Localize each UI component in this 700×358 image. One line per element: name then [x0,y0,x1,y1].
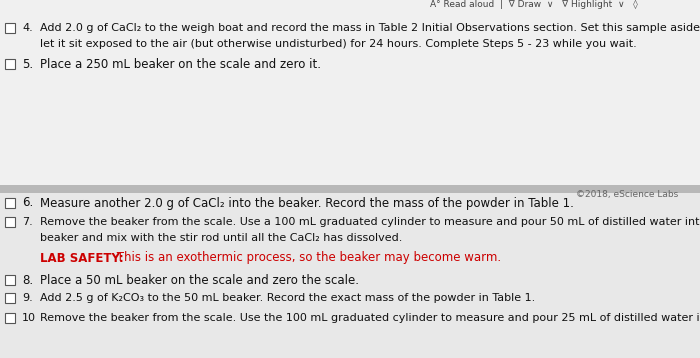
Bar [5,313,15,323]
Bar [5,275,15,285]
Bar [0,185,700,193]
Text: Remove the beaker from the scale. Use a 100 mL graduated cylinder to measure and: Remove the beaker from the scale. Use a … [40,217,700,227]
Bar [5,293,15,303]
Text: Remove the beaker from the scale. Use the 100 mL graduated cylinder to measure a: Remove the beaker from the scale. Use th… [40,313,700,323]
Text: Measure another 2.0 g of CaCl₂ into the beaker. Record the mass of the powder in: Measure another 2.0 g of CaCl₂ into the … [40,197,574,209]
Bar [5,59,15,69]
Text: Add 2.0 g of CaCl₂ to the weigh boat and record the mass in Table 2 Initial Obse: Add 2.0 g of CaCl₂ to the weigh boat and… [40,23,700,33]
Text: Place a 50 mL beaker on the scale and zero the scale.: Place a 50 mL beaker on the scale and ze… [40,274,359,286]
Text: beaker and mix with the stir rod until all the CaCl₂ has dissolved.: beaker and mix with the stir rod until a… [40,233,402,243]
Bar [5,23,15,33]
Bar [0,190,700,358]
Bar [0,0,700,188]
Bar [5,198,15,208]
Text: This is an exothermic process, so the beaker may become warm.: This is an exothermic process, so the be… [113,252,501,265]
Text: 4.: 4. [22,23,33,33]
Text: 8.: 8. [22,274,33,286]
Text: let it sit exposed to the air (but otherwise undisturbed) for 24 hours. Complete: let it sit exposed to the air (but other… [40,39,637,49]
Text: A° Read aloud  |  ∇ Draw  ∨   ∇ Highlight  ∨   ◊: A° Read aloud | ∇ Draw ∨ ∇ Highlight ∨ ◊ [430,0,638,9]
Text: ©2018, eScience Labs: ©2018, eScience Labs [575,190,678,199]
Text: 6.: 6. [22,197,34,209]
Text: 9.: 9. [22,293,33,303]
Text: Add 2.5 g of K₂CO₃ to the 50 mL beaker. Record the exact mass of the powder in T: Add 2.5 g of K₂CO₃ to the 50 mL beaker. … [40,293,536,303]
Text: LAB SAFETY:: LAB SAFETY: [40,252,124,265]
Bar [5,217,15,227]
Text: 10: 10 [22,313,36,323]
Text: 5.: 5. [22,58,33,71]
Text: 7.: 7. [22,217,33,227]
Text: Place a 250 mL beaker on the scale and zero it.: Place a 250 mL beaker on the scale and z… [40,58,321,71]
